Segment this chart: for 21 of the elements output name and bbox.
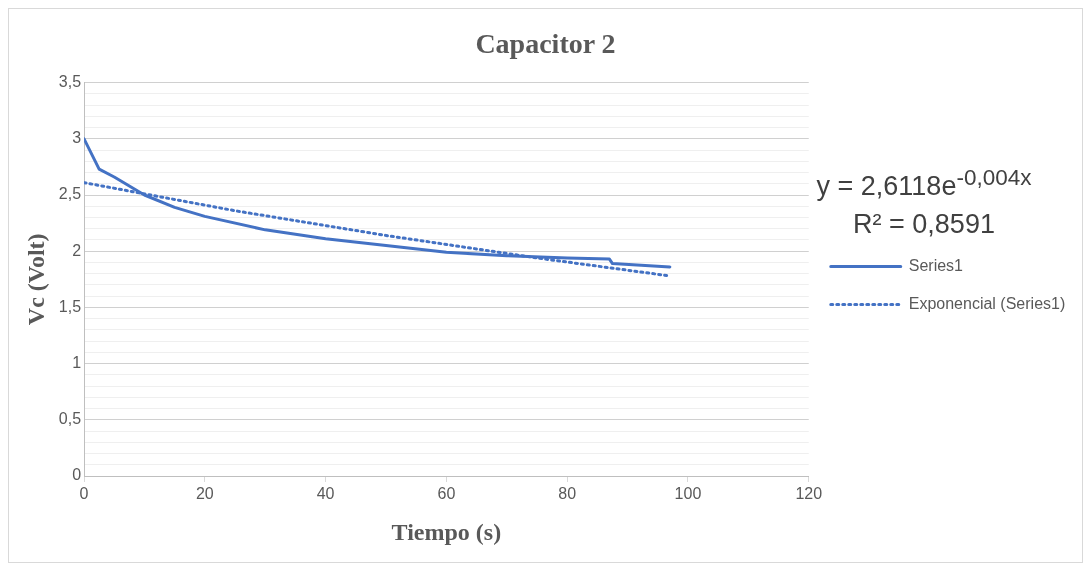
- y-axis-title: Vc (Volt): [22, 233, 49, 326]
- y-tick-label: 0,5: [58, 410, 82, 428]
- y-tick-label: 1,5: [58, 297, 82, 315]
- y-tick-label: 2,5: [58, 185, 82, 203]
- x-tick-label: 100: [674, 485, 702, 503]
- y-tick-label: 3: [72, 129, 82, 147]
- x-tick-label: 80: [558, 485, 577, 503]
- legend-label: Series1: [908, 256, 964, 274]
- chart-title: Capacitor 2: [475, 28, 616, 60]
- y-tick-label: 2: [72, 241, 82, 259]
- y-tick-label: 0: [72, 466, 82, 484]
- x-tick-label: 20: [195, 485, 214, 503]
- y-tick-label: 1: [72, 354, 82, 372]
- x-tick-label: 40: [316, 485, 335, 503]
- x-tick-label: 120: [795, 485, 823, 503]
- legend-label: Exponencial (Series1): [908, 294, 1066, 312]
- text: R² = 0,8591: [852, 208, 996, 241]
- text: y = 2,6118e$^{-0,004x}$: [815, 164, 1033, 203]
- y-tick-label: 3,5: [58, 73, 82, 91]
- x-axis-title: Tiempo (s): [391, 518, 502, 545]
- x-tick-label: 60: [437, 485, 456, 503]
